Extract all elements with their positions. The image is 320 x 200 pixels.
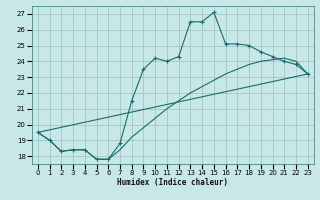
X-axis label: Humidex (Indice chaleur): Humidex (Indice chaleur) [117, 178, 228, 187]
